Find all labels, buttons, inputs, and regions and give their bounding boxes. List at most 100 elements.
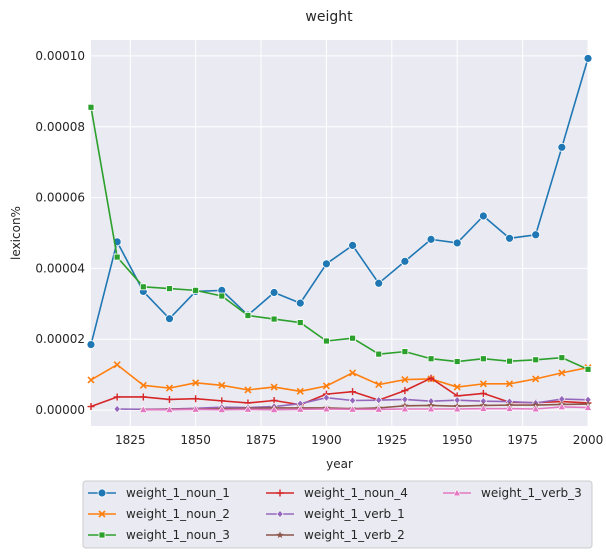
data-point: [244, 386, 252, 394]
data-point: [322, 259, 331, 269]
data-point: [165, 405, 174, 413]
data-point: [191, 404, 200, 413]
data-point: [374, 404, 383, 413]
y-tick-label: 0.00004: [35, 261, 85, 275]
data-point: [87, 403, 95, 411]
legend-item: weight_1_noun_1: [88, 486, 230, 500]
data-point: [426, 234, 436, 244]
data-point: [558, 369, 566, 377]
data-point: [426, 404, 436, 413]
data-point: [296, 404, 305, 413]
legend-item: weight_1_noun_4: [266, 486, 408, 500]
series-line: [90, 107, 589, 371]
data-point: [165, 384, 174, 392]
data-point: [165, 314, 174, 324]
x-tick-label: 1900: [311, 433, 342, 447]
legend-label: weight_1_noun_4: [304, 486, 408, 500]
data-point: [401, 387, 409, 395]
data-point: [375, 396, 383, 405]
legend-label: weight_1_verb_3: [481, 486, 582, 500]
data-point: [87, 103, 95, 111]
x-tick-label: 1850: [180, 433, 211, 447]
data-point: [192, 286, 200, 294]
data-point: [427, 355, 435, 363]
legend-items: weight_1_noun_1 weight_1_noun_2 weight_1_n…: [88, 486, 582, 542]
data-point: [401, 376, 409, 384]
data-point: [270, 383, 278, 391]
data-point: [349, 334, 356, 342]
legend-item: weight_1_noun_2: [88, 507, 230, 521]
data-point: [296, 319, 304, 326]
data-point: [505, 233, 514, 243]
x-tick-label: 2000: [573, 433, 604, 447]
data-point: [348, 396, 357, 405]
y-tick-label: 0.00010: [35, 49, 85, 63]
data-point: [192, 379, 200, 387]
data-point: [192, 395, 200, 403]
data-point: [478, 211, 488, 221]
data-point: [479, 380, 487, 388]
data-point: [323, 337, 330, 345]
data-point: [243, 404, 253, 413]
data-point: [218, 381, 226, 389]
x-tick-label: 1975: [507, 433, 538, 447]
data-point: [531, 404, 540, 413]
series-weight_1_noun_1: [86, 54, 593, 349]
data-point: [166, 285, 173, 292]
series-weight_1_noun_3: [87, 103, 592, 373]
data-point: [165, 395, 173, 403]
y-tick-label: 0.00002: [35, 332, 85, 346]
legend-label: weight_1_verb_2: [304, 528, 405, 542]
legend-label: weight_1_noun_1: [126, 486, 230, 500]
legend-swatch-marker: [276, 489, 284, 497]
legend-swatch-marker: [452, 488, 462, 497]
legend-label: weight_1_noun_3: [126, 528, 230, 542]
data-point: [86, 340, 96, 349]
x-tick-label: 1950: [442, 433, 473, 447]
series-weight_1_verb_3: [139, 402, 593, 413]
data-point: [113, 404, 121, 414]
data-point: [401, 348, 409, 356]
data-point: [349, 388, 357, 396]
x-axis-ticks: 1825 1850 1875 1900 1925 1950 1975 2000: [115, 433, 603, 447]
data-point: [557, 402, 566, 410]
data-point: [532, 356, 540, 364]
data-point: [348, 404, 357, 413]
data-point: [558, 354, 566, 362]
legend-swatch-marker: [98, 510, 106, 518]
x-tick-label: 1925: [377, 433, 408, 447]
data-point: [584, 365, 592, 373]
data-point: [348, 240, 357, 250]
data-point: [349, 369, 357, 377]
y-tick-label: 0.00006: [35, 191, 85, 205]
legend-swatch-marker: [98, 531, 106, 539]
legend: [82, 480, 593, 549]
legend-swatch-marker: [276, 509, 284, 519]
x-axis-label: year: [326, 457, 353, 471]
data-point: [375, 381, 383, 389]
data-point: [506, 357, 513, 365]
legend-item: weight_1_noun_3: [88, 528, 230, 542]
data-point: [531, 230, 541, 240]
data-point: [269, 405, 279, 413]
data-point: [87, 376, 95, 384]
data-point: [296, 387, 304, 395]
legend-item: weight_1_verb_2: [266, 528, 405, 542]
data-point: [244, 312, 252, 319]
y-tick-label: 0.00008: [35, 120, 85, 134]
series-weight_1_noun_2: [87, 361, 592, 395]
data-point: [452, 238, 462, 248]
data-point: [269, 288, 279, 297]
data-point: [453, 404, 462, 413]
data-point: [322, 393, 331, 402]
data-point: [218, 292, 226, 300]
data-point: [113, 361, 121, 369]
series-line: [90, 58, 589, 345]
data-point: [427, 374, 435, 382]
legend-label: weight_1_verb_1: [304, 507, 405, 521]
legend-item: weight_1_verb_1: [266, 507, 405, 521]
data-point: [453, 383, 461, 391]
data-point: [583, 403, 593, 411]
legend-swatch-marker: [97, 488, 107, 498]
data-point: [453, 358, 461, 365]
